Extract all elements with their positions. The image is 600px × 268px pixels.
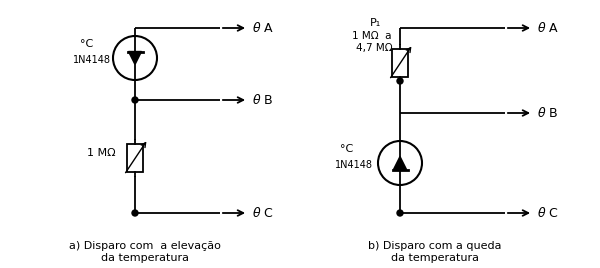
Text: $\theta$ A: $\theta$ A xyxy=(252,21,274,35)
Text: 1 MΩ: 1 MΩ xyxy=(87,148,116,158)
Bar xyxy=(127,144,143,172)
Text: da temperatura: da temperatura xyxy=(101,253,189,263)
Text: $\theta$ A: $\theta$ A xyxy=(537,21,559,35)
Polygon shape xyxy=(128,51,142,65)
Circle shape xyxy=(132,97,138,103)
Circle shape xyxy=(132,210,138,216)
Text: °C: °C xyxy=(80,39,93,49)
Text: 1 MΩ  a: 1 MΩ a xyxy=(352,31,392,41)
Text: b) Disparo com a queda: b) Disparo com a queda xyxy=(368,241,502,251)
Text: $\theta$ C: $\theta$ C xyxy=(252,206,274,220)
Text: °C: °C xyxy=(340,144,353,154)
Text: da temperatura: da temperatura xyxy=(391,253,479,263)
Polygon shape xyxy=(394,157,407,169)
Text: $\theta$ C: $\theta$ C xyxy=(537,206,559,220)
Text: P₁: P₁ xyxy=(370,18,381,28)
Circle shape xyxy=(397,78,403,84)
Text: 1N4148: 1N4148 xyxy=(73,55,111,65)
Circle shape xyxy=(397,210,403,216)
Text: $\theta$ B: $\theta$ B xyxy=(252,93,274,107)
Text: a) Disparo com  a elevação: a) Disparo com a elevação xyxy=(69,241,221,251)
Text: 1N4148: 1N4148 xyxy=(335,160,373,170)
Text: $\theta$ B: $\theta$ B xyxy=(537,106,559,120)
Bar xyxy=(392,49,408,77)
Text: 4,7 MΩ: 4,7 MΩ xyxy=(356,43,392,53)
